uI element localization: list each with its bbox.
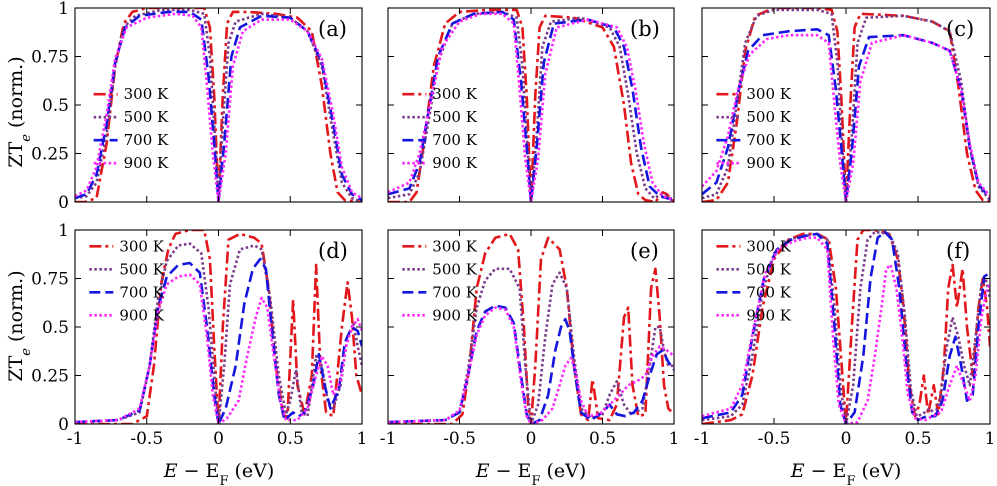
- legend-label: 300 K: [746, 237, 791, 255]
- y-tick-label: 0.75: [31, 48, 69, 68]
- x-tick-label: 0.5: [277, 429, 304, 449]
- panel-a: 0 0.25 0.5 0.75 1 (a) 300 K 500 K 700 K 900 K: [31, 0, 363, 213]
- series-line-900k: [388, 12, 674, 202]
- legend-label: 300 K: [119, 237, 164, 255]
- y-tick-label: 0: [58, 193, 69, 213]
- x-tick-label: 1: [357, 429, 368, 449]
- legend: 300 K 500 K 700 K 900 K: [716, 237, 792, 324]
- legend: 300 K 500 K 700 K 900 K: [89, 237, 165, 324]
- series-group: [75, 230, 362, 424]
- series-line-500k: [702, 230, 990, 424]
- legend-label: 300 K: [746, 85, 791, 103]
- svg-text:ZTe (norm.): ZTe (norm.): [5, 56, 34, 167]
- y-axis-title-top: ZTe (norm.): [5, 56, 34, 167]
- x-tick-label: 1: [985, 429, 996, 449]
- legend-label: 300 K: [124, 85, 169, 103]
- x-tick-label: -1: [380, 429, 397, 449]
- legend-label: 900 K: [124, 154, 169, 172]
- legend-label: 700 K: [746, 131, 791, 149]
- x-tick-label: 0: [526, 429, 537, 449]
- y-tick-label: 0.5: [42, 96, 69, 116]
- legend: 300 K 500 K 700 K 900 K: [402, 237, 478, 324]
- x-tick-label: -1: [694, 429, 711, 449]
- series-line-900k: [75, 12, 362, 202]
- panel-f: -1 -0.5 0 0.5 1 (f) 300 K 500 K 700 K 900 K: [694, 229, 996, 449]
- x-tick-label: -0.5: [443, 429, 476, 449]
- x-axis-title-3: E − EF (eV): [790, 460, 902, 486]
- series-line-900k: [75, 273, 362, 424]
- x-tick-label: 0.5: [904, 429, 931, 449]
- series-line-900k: [388, 306, 674, 424]
- y-tick-label: 0.75: [31, 270, 69, 290]
- legend-label: 500 K: [124, 108, 169, 126]
- y-tick-label: 0: [58, 415, 69, 435]
- x-axis-title-2: E − EF (eV): [475, 460, 587, 486]
- series-line-900k: [702, 33, 990, 202]
- panel-label: (e): [630, 239, 659, 263]
- legend-label: 900 K: [432, 154, 477, 172]
- legend-label: 900 K: [119, 306, 164, 324]
- x-tick-label: 0.5: [589, 429, 616, 449]
- legend-label: 300 K: [432, 237, 477, 255]
- x-tick-label: 1: [669, 429, 680, 449]
- series-line-300k: [702, 230, 990, 424]
- series-line-700k: [702, 230, 990, 424]
- x-tick-label: -0.5: [130, 429, 163, 449]
- legend-label: 700 K: [124, 131, 169, 149]
- legend-label: 700 K: [119, 283, 164, 301]
- x-tick-label: -1: [67, 429, 84, 449]
- legend-label: 700 K: [432, 131, 477, 149]
- legend-label: 500 K: [746, 260, 791, 278]
- panel-b: (b) 300 K 500 K 700 K 900 K: [387, 7, 675, 203]
- series-group: [75, 8, 362, 202]
- panel-label: (d): [318, 239, 348, 263]
- y-tick-label: 1: [58, 221, 69, 241]
- series-group: [702, 8, 990, 202]
- panel-label: (a): [318, 17, 347, 41]
- y-tick-label: 0.5: [42, 318, 69, 338]
- x-tick-label: -0.5: [758, 429, 791, 449]
- legend-label: 700 K: [432, 283, 477, 301]
- series-line-300k: [75, 230, 362, 424]
- y-tick-label: 1: [58, 0, 69, 19]
- panel-label: (c): [946, 17, 974, 41]
- legend: 300 K 500 K 700 K 900 K: [716, 85, 792, 172]
- series-group: [388, 8, 674, 202]
- panel-d: -1 -0.5 0 0.5 1 0 0.25 0.5 0.75 1 (d) 300 K 500 K 700…: [31, 221, 367, 449]
- series-line-900k: [702, 236, 990, 424]
- legend-label: 500 K: [432, 108, 477, 126]
- series-line-700k: [702, 28, 990, 202]
- panels: 0 0.25 0.5 0.75 1 (a) 300 K 500 K 700 K 900 K (b) 3…: [31, 0, 995, 449]
- legend-label: 300 K: [432, 85, 477, 103]
- y-tick-label: 0.25: [31, 145, 69, 165]
- series-line-500k: [75, 242, 362, 424]
- x-tick-label: 0: [841, 429, 852, 449]
- series-line-300k: [388, 8, 674, 202]
- legend-label: 500 K: [432, 260, 477, 278]
- x-axis-title-1: E − EF (eV): [163, 460, 275, 486]
- series-line-700k: [388, 304, 674, 424]
- legend-label: 900 K: [746, 154, 791, 172]
- panel-label: (f): [946, 239, 970, 263]
- legend-label: 500 K: [119, 260, 164, 278]
- svg-text:ZTe (norm.): ZTe (norm.): [5, 270, 34, 381]
- series-group: [388, 232, 674, 424]
- y-tick-label: 0.25: [31, 367, 69, 387]
- series-group: [702, 230, 990, 424]
- y-axis-title-bottom: ZTe (norm.): [5, 270, 34, 381]
- series-line-700k: [388, 10, 674, 202]
- x-tick-label: 0: [213, 429, 224, 449]
- panel-e: -1 -0.5 0 0.5 1 (e) 300 K 500 K 700 K 900 K: [380, 229, 680, 449]
- legend: 300 K 500 K 700 K 900 K: [402, 85, 478, 172]
- series-line-700k: [75, 257, 362, 424]
- legend-label: 500 K: [746, 108, 791, 126]
- legend: 300 K 500 K 700 K 900 K: [93, 85, 169, 172]
- legend-label: 900 K: [746, 306, 791, 324]
- panel-label: (b): [630, 17, 660, 41]
- legend-label: 900 K: [432, 306, 477, 324]
- legend-label: 700 K: [746, 283, 791, 301]
- panel-c: (c) 300 K 500 K 700 K 900 K: [701, 7, 991, 203]
